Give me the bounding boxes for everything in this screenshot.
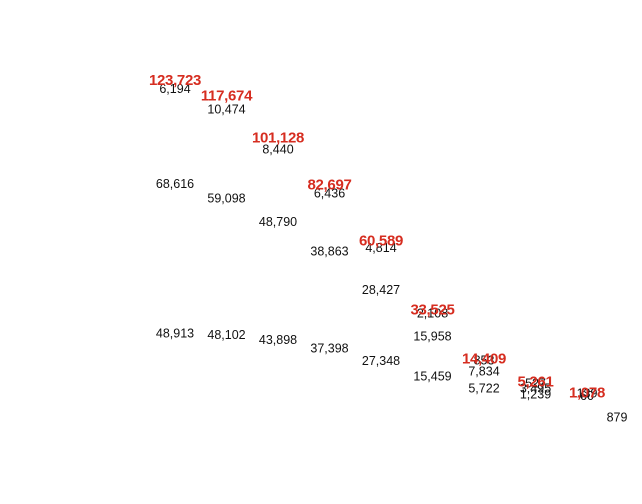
segment-label: 15,459	[413, 369, 451, 383]
segment-label: 4,814	[365, 241, 396, 255]
segment-label: 139	[577, 386, 598, 400]
segment-label: 60	[580, 389, 594, 403]
total-label: 33,525	[410, 302, 454, 319]
segment-label: 1,239	[520, 387, 551, 401]
segment-label: 8,440	[262, 142, 293, 156]
segment-label: 38,863	[310, 244, 348, 258]
segment-label: 10,474	[207, 103, 245, 117]
segment-label: 853	[474, 353, 495, 367]
total-label: 14,409	[462, 350, 506, 367]
segment-label: 27,348	[362, 354, 400, 368]
segment-label: 28,427	[362, 283, 400, 297]
segment-label: 68,616	[156, 177, 194, 191]
segment-label: 37,398	[310, 341, 348, 355]
segment-label: 879	[607, 411, 628, 425]
segment-label: 6,436	[314, 187, 345, 201]
total-label: 5,261	[517, 374, 553, 391]
total-label: 82,697	[307, 177, 351, 194]
segment-label: 2,108	[417, 306, 448, 320]
segment-label: 43,898	[259, 333, 297, 347]
segment-label: 48,790	[259, 215, 297, 229]
segment-label: 6,194	[159, 82, 190, 96]
total-label: 1,078	[569, 384, 605, 401]
segment-label: 59,098	[207, 191, 245, 205]
total-label: 60,589	[359, 233, 403, 250]
segment-label: 7,834	[468, 365, 499, 379]
segment-label: 527	[525, 376, 546, 390]
total-label: 101,128	[252, 130, 304, 147]
total-label: 117,674	[201, 87, 253, 104]
segment-label: 5,722	[468, 382, 499, 396]
segment-label: 15,958	[413, 329, 451, 343]
segment-label: 48,102	[207, 328, 245, 342]
segment-label: 48,913	[156, 327, 194, 341]
total-label: 123,723	[149, 72, 201, 89]
segment-label: 3,495	[520, 381, 551, 395]
